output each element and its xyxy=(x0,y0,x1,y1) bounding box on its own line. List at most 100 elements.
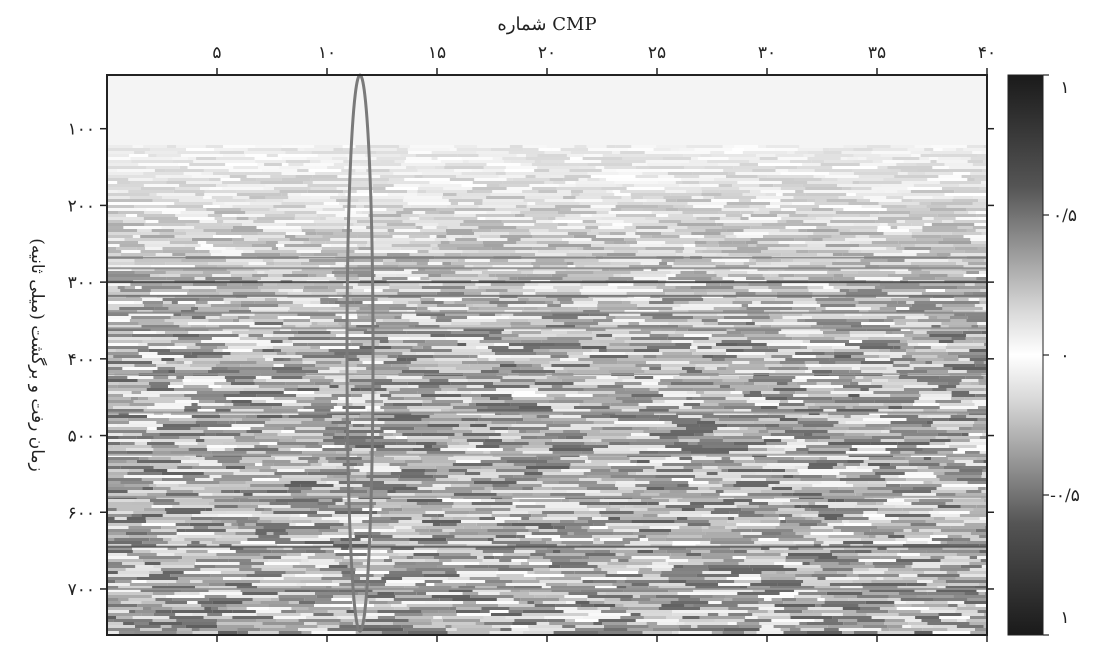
seismic-cell xyxy=(196,418,233,421)
seismic-cell xyxy=(512,178,550,181)
seismic-cell xyxy=(678,208,722,211)
seismic-cell xyxy=(245,466,271,469)
seismic-cell xyxy=(401,316,431,319)
seismic-cell xyxy=(719,190,751,193)
seismic-cell xyxy=(797,421,839,424)
seismic-cell xyxy=(436,472,465,475)
seismic-cell xyxy=(178,337,212,340)
seismic-cell xyxy=(379,343,418,346)
seismic-cell xyxy=(220,520,237,523)
seismic-cell xyxy=(509,145,523,148)
seismic-cell xyxy=(251,310,289,313)
seismic-cell xyxy=(601,514,643,517)
seismic-cell xyxy=(538,148,552,151)
seismic-cell xyxy=(656,145,687,148)
seismic-cell xyxy=(183,358,218,361)
seismic-cell xyxy=(461,184,487,187)
seismic-cell xyxy=(355,367,366,370)
seismic-cell xyxy=(706,271,715,274)
seismic-cell xyxy=(646,199,666,202)
seismic-cell xyxy=(626,313,641,316)
seismic-cell xyxy=(179,199,217,202)
seismic-cell xyxy=(320,301,329,304)
seismic-cell xyxy=(468,325,511,328)
seismic-cell xyxy=(739,376,753,379)
seismic-cell xyxy=(781,271,828,274)
seismic-cell xyxy=(156,427,191,430)
seismic-cell xyxy=(249,325,282,328)
seismic-cell xyxy=(965,463,987,466)
seismic-cell xyxy=(205,316,220,319)
seismic-cell xyxy=(242,457,276,460)
seismic-cell xyxy=(295,427,326,430)
seismic-cell xyxy=(848,427,885,430)
seismic-cell xyxy=(290,481,317,484)
seismic-cell xyxy=(608,502,648,505)
seismic-cell xyxy=(457,154,479,157)
seismic-cell xyxy=(416,262,428,265)
seismic-cell xyxy=(586,487,619,490)
seismic-cell xyxy=(969,358,987,361)
seismic-cell xyxy=(717,367,726,370)
seismic-cell xyxy=(469,355,478,358)
seismic-cell xyxy=(778,538,817,541)
seismic-cell xyxy=(404,160,441,163)
seismic-cell xyxy=(765,193,777,196)
seismic-cell xyxy=(618,172,643,175)
seismic-cell xyxy=(349,409,367,412)
seismic-cell xyxy=(629,343,676,346)
seismic-cell xyxy=(406,484,433,487)
seismic-cell xyxy=(854,505,896,508)
seismic-cell xyxy=(310,463,322,466)
seismic-cell xyxy=(277,316,311,319)
seismic-cell xyxy=(906,322,942,325)
seismic-cell xyxy=(616,547,659,550)
seismic-cell xyxy=(517,277,563,280)
seismic-cell xyxy=(438,223,460,226)
seismic-cell xyxy=(386,499,407,502)
seismic-cell xyxy=(769,415,786,418)
seismic-cell xyxy=(395,274,429,277)
seismic-cell xyxy=(297,169,309,172)
seismic-cell xyxy=(628,559,666,562)
seismic-cell xyxy=(774,562,803,565)
seismic-cell xyxy=(273,397,315,400)
seismic-cell xyxy=(579,202,618,205)
seismic-cell xyxy=(965,376,984,379)
seismic-cell xyxy=(707,565,750,568)
seismic-cell xyxy=(687,523,711,526)
seismic-cell xyxy=(916,445,950,448)
seismic-cell xyxy=(456,193,491,196)
seismic-cell xyxy=(234,436,256,439)
seismic-cell xyxy=(340,196,374,199)
seismic-cell xyxy=(132,547,168,550)
seismic-cell xyxy=(786,220,804,223)
seismic-cell xyxy=(870,529,904,532)
seismic-cell xyxy=(833,214,860,217)
seismic-cell xyxy=(926,550,942,553)
seismic-cell xyxy=(808,250,849,253)
seismic-cell xyxy=(584,265,630,268)
seismic-cell xyxy=(274,265,320,268)
seismic-cell xyxy=(928,316,938,319)
seismic-cell xyxy=(758,418,780,421)
seismic-cell xyxy=(897,190,911,193)
seismic-cell xyxy=(529,358,561,361)
seismic-cell xyxy=(870,214,909,217)
seismic-cell xyxy=(455,529,488,532)
seismic-cell xyxy=(439,310,467,313)
seismic-cell xyxy=(366,169,390,172)
seismic-cell xyxy=(683,334,712,337)
seismic-cell xyxy=(807,451,846,454)
seismic-cell xyxy=(355,571,390,574)
seismic-cell xyxy=(507,544,516,547)
seismic-cell xyxy=(356,325,380,328)
seismic-cell xyxy=(277,298,321,301)
seismic-cell xyxy=(219,544,232,547)
seismic-cell xyxy=(873,253,917,256)
seismic-cell xyxy=(785,226,817,229)
seismic-cell xyxy=(484,487,493,490)
seismic-cell xyxy=(623,220,659,223)
seismic-cell xyxy=(567,223,601,226)
seismic-cell xyxy=(876,511,910,514)
